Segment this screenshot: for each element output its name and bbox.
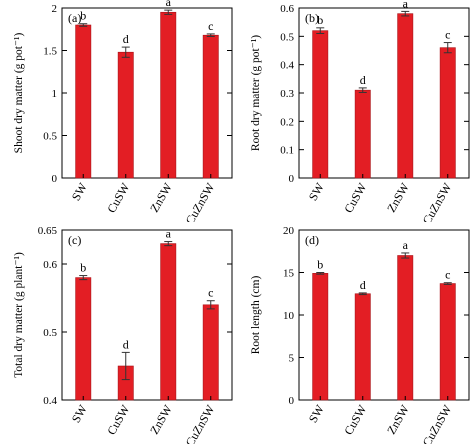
panel-b-ytick-label: 0.2 (280, 116, 294, 128)
panel-a-ytick-label: 2 (52, 3, 58, 15)
panel-b-ytick-label: 0.1 (280, 145, 294, 157)
panel-c-category-label-cusw: CuSW (104, 402, 132, 437)
panel-c-sig-letter-cusw: d (123, 337, 129, 351)
panel-b-sig-letter-znsw: a (403, 0, 409, 10)
panel-d-bar-znsw (397, 255, 414, 401)
panel-a-ytick-label: 1.5 (43, 46, 57, 58)
panel-c-chart: (c) 0.4 0.5 0.6 0.65 Total dry matter (g plan… (13, 225, 233, 444)
panel-d-ytick-label: 10 (283, 310, 295, 322)
panel-a-sig-letter-cusw: d (123, 32, 129, 46)
panel-b-category-label-sw: SW (306, 180, 327, 203)
panel-b-ytick-label: 0.5 (280, 31, 294, 43)
panel-b-label: (b) (305, 11, 319, 25)
panel-a-category-label-cusw: CuSW (104, 180, 132, 215)
panel-b-ylabel: Root dry matter (g pot⁻¹) (250, 35, 262, 151)
panel-d-ytick-label: 0 (289, 395, 295, 407)
panel-d-category-label-sw: SW (306, 402, 327, 425)
panel-a-sig-letter-sw: b (80, 9, 86, 23)
panel-b-category-label-cusw: CuSW (341, 180, 369, 215)
panel-a-bar-znsw (160, 11, 177, 179)
panel-d-ylabel: Root length (cm) (250, 276, 262, 355)
panel-d-ytick-label: 20 (283, 225, 295, 237)
panel-d-bar-cuznsw (439, 283, 456, 401)
panel-a-sig-letter-cuznsw: c (208, 19, 213, 33)
panel-c-sig-letter-cuznsw: c (208, 286, 213, 300)
panel-c-ytick-label: 0.65 (38, 225, 58, 237)
panel-c-ytick-label: 0.4 (43, 395, 57, 407)
panel-c-category-label-sw: SW (69, 402, 90, 425)
panel-c-plot-frame (61, 229, 233, 401)
panel-a-category-label-cuznsw: CuZnSW (183, 180, 218, 222)
panel-a-bar-cuznsw (202, 34, 219, 179)
panel-d-sig-letter-cuznsw: c (445, 268, 450, 282)
panel-d-chart: (d) 0 5 10 15 20 Root length (cm) b SW d CuSW a ZnSW… (250, 225, 470, 444)
panel-a-ytick-label: 0.5 (43, 131, 57, 143)
panel-d-label: (d) (305, 233, 319, 247)
panel-c-bar-cuznsw (202, 304, 219, 401)
panel-b-ytick-label: 0.4 (280, 60, 294, 72)
panel-a-sig-letter-znsw: a (166, 0, 172, 9)
panel-b-ytick-label: 0.6 (280, 3, 294, 15)
panel-c-sig-letter-sw: b (80, 261, 86, 275)
panel-c-category-label-cuznsw: CuZnSW (183, 402, 218, 444)
panel-b-bar-cusw (354, 89, 371, 179)
panel-d-ytick-label: 15 (283, 268, 295, 280)
panel-a-category-label-sw: SW (69, 180, 90, 203)
panel-b-category-label-cuznsw: CuZnSW (420, 180, 455, 222)
panel-b-sig-letter-sw: b (317, 13, 323, 27)
panel-a-ylabel: Shoot dry matter (g pot⁻¹) (13, 32, 25, 153)
panel-c-bar-znsw (160, 243, 177, 401)
panel-b-sig-letter-cuznsw: c (445, 28, 450, 42)
panel-a-ytick-label: 0 (52, 173, 58, 185)
panel-d-bar-sw (312, 273, 329, 401)
panel-a-label: (a) (68, 11, 81, 25)
panel-d-category-label-cusw: CuSW (341, 402, 369, 437)
panel-d-sig-letter-znsw: a (403, 238, 409, 252)
panel-d-category-label-znsw: ZnSW (384, 402, 412, 437)
panel-a-bar-sw (75, 24, 92, 179)
panel-c-label: (c) (68, 233, 81, 247)
panel-b-bar-cuznsw (439, 47, 456, 179)
panel-a-chart: (a) 0 0.5 1 1.5 2 Shoot dry matter (g pot⁻¹) b S… (13, 0, 233, 222)
panel-b-chart: (b) 0 0.1 0.2 0.3 0.4 0.5 0.6 Root dry matter (g… (250, 0, 470, 222)
panel-c-ytick-label: 0.6 (43, 259, 57, 271)
panel-c-ytick-label: 0.5 (43, 327, 57, 339)
panel-a-ytick-label: 1 (52, 88, 58, 100)
panel-c-sig-letter-znsw: a (166, 227, 172, 241)
panel-c-ylabel: Total dry matter (g plant⁻¹) (13, 252, 25, 378)
panel-a-bar-cusw (117, 51, 134, 179)
panel-d-category-label-cuznsw: CuZnSW (420, 402, 455, 444)
panel-b-ytick-label: 0 (289, 173, 295, 185)
panel-c-category-label-znsw: ZnSW (147, 402, 175, 437)
panel-c-bar-sw (75, 277, 92, 401)
panel-d-sig-letter-sw: b (317, 258, 323, 272)
panel-d-ytick-label: 5 (289, 353, 295, 365)
panel-d-sig-letter-cusw: d (360, 278, 366, 292)
panel-b-sig-letter-cusw: d (360, 73, 366, 87)
panel-b-bar-znsw (397, 13, 414, 179)
panel-a-category-label-znsw: ZnSW (147, 180, 175, 215)
panel-b-category-label-znsw: ZnSW (384, 180, 412, 215)
panel-b-ytick-label: 0.3 (280, 88, 294, 100)
panel-d-bar-cusw (354, 293, 371, 401)
panel-b-bar-sw (312, 30, 329, 179)
